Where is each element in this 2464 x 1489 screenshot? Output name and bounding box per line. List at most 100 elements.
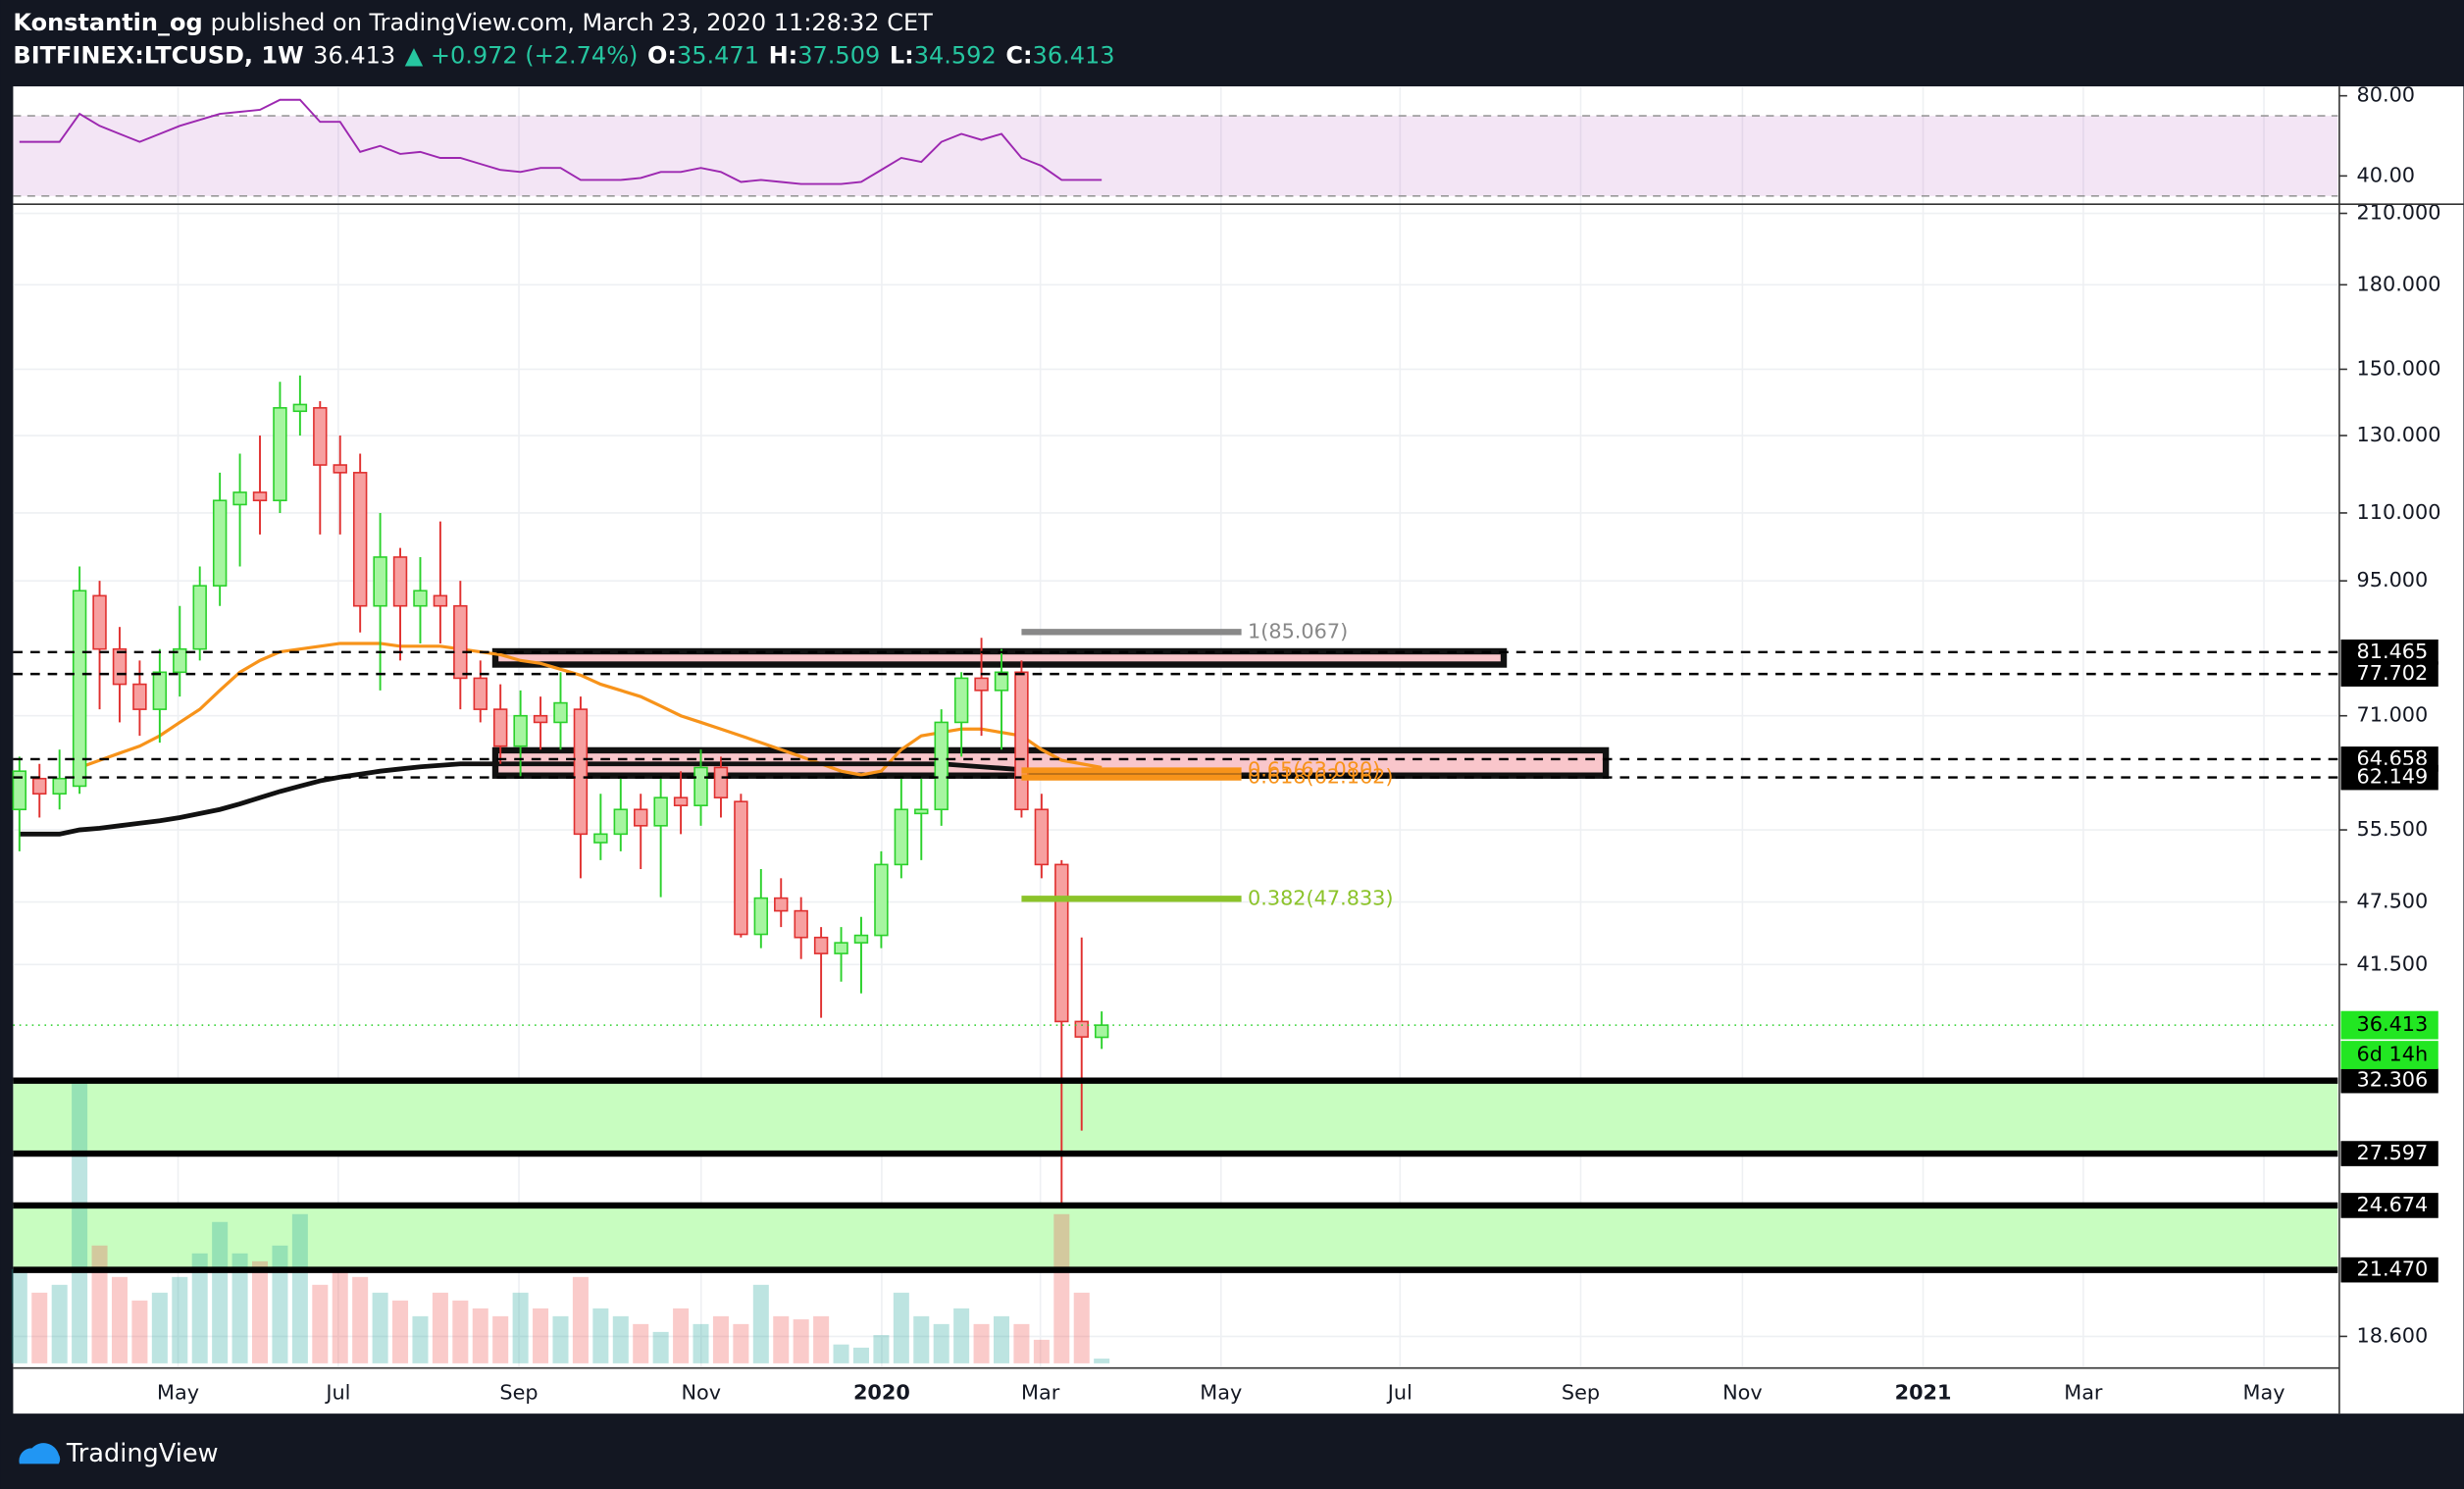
volume-bar <box>352 1276 369 1363</box>
candle-body <box>593 833 608 844</box>
candle-body <box>392 556 408 607</box>
x-tick-label: Jul <box>1386 1380 1412 1404</box>
x-tick-label: Sep <box>1562 1380 1600 1404</box>
candle-body <box>433 594 448 607</box>
x-tick-label: Mar <box>1021 1380 1060 1404</box>
candle-body <box>252 491 268 502</box>
brand: TradingView <box>66 1439 219 1468</box>
last-price: 36.413 <box>313 42 395 70</box>
symbol-line: BITFINEX:LTCUSD, 1W 36.413 ▲ +0.972 (+2.74… <box>13 42 1114 70</box>
y-tick-label: 180.000 <box>2357 272 2441 295</box>
candle-body <box>1074 1020 1089 1038</box>
volume-bar <box>172 1276 188 1363</box>
logo-icon <box>19 1443 61 1464</box>
candle-body <box>492 708 508 747</box>
candle-body <box>473 677 488 710</box>
moving-average <box>19 761 1103 837</box>
publish-line: Konstantin_og published on TradingView.co… <box>13 9 933 36</box>
level-label: 77.702 <box>2357 661 2429 685</box>
volume-bar <box>673 1308 690 1363</box>
volume-bar <box>191 1253 208 1363</box>
volume-bar <box>712 1315 729 1363</box>
volume-bar <box>1094 1359 1110 1363</box>
volume-bar <box>773 1315 790 1363</box>
ohlc-value: 35.471 <box>677 42 759 70</box>
y-tick-label: 110.000 <box>2357 500 2441 524</box>
y-tick-label: 71.000 <box>2357 703 2429 727</box>
volume-bar <box>1073 1292 1090 1363</box>
level-label-box <box>2340 639 2438 665</box>
volume-bar <box>332 1268 348 1363</box>
candle-body <box>774 897 789 912</box>
countdown-box <box>2340 1041 2438 1069</box>
candle-body <box>533 714 548 724</box>
volume-bar <box>252 1260 269 1363</box>
volume-bar <box>973 1323 990 1363</box>
x-tick-label: May <box>1200 1380 1242 1404</box>
volume-bar <box>312 1284 329 1363</box>
candle-body <box>874 863 889 937</box>
plot: May Jul Sep Nov 2020 Mar May Jul Sep Nov 2021 Mar Ma… <box>11 83 2441 1404</box>
level-label: 27.597 <box>2357 1141 2429 1164</box>
volume-bar <box>432 1292 448 1363</box>
ohlc-key: H: <box>769 42 798 70</box>
y-tick-label: 47.500 <box>2357 890 2429 913</box>
candle-body <box>1014 671 1029 811</box>
volume-bar <box>612 1315 629 1363</box>
candle-body <box>994 671 1009 692</box>
candle-body <box>794 909 808 939</box>
candle-body <box>513 714 528 747</box>
x-tick-label: Nov <box>681 1380 721 1404</box>
candle-body <box>853 934 869 944</box>
x-tick-label: 2021 <box>1895 1380 1952 1404</box>
candle-body <box>313 407 328 466</box>
author: Konstantin_og <box>13 9 202 36</box>
candle-body <box>32 777 47 796</box>
level-label: 62.149 <box>2357 765 2429 789</box>
candle-body <box>673 796 689 806</box>
rsi-line <box>19 98 1103 185</box>
y-tick-label: 41.500 <box>2357 951 2429 975</box>
candle-body <box>212 499 228 587</box>
candle-body <box>553 701 568 724</box>
candle-body <box>152 671 168 710</box>
moving-average <box>78 642 1103 777</box>
candle-body <box>834 942 848 954</box>
candle-body <box>934 721 949 811</box>
x-tick-label: Mar <box>2064 1380 2103 1404</box>
volume-bar <box>652 1331 669 1363</box>
volume-bar <box>1013 1323 1030 1363</box>
support-zone <box>13 1080 2338 1155</box>
volume-bar <box>1053 1213 1070 1363</box>
ohlc-key: L: <box>890 42 914 70</box>
y-tick-label: 150.000 <box>2357 356 2441 380</box>
volume-bar <box>452 1300 469 1363</box>
x-tick-label: Jul <box>324 1380 350 1404</box>
volume-bar <box>51 1284 68 1363</box>
y-tick-label: 95.000 <box>2357 568 2429 591</box>
volume-bar <box>151 1292 168 1363</box>
volume-bar <box>572 1276 589 1363</box>
candle-body <box>753 897 769 936</box>
candle-body <box>713 766 729 798</box>
volume-bar <box>31 1292 48 1363</box>
volume-bar <box>953 1308 970 1363</box>
candle-body <box>92 594 107 650</box>
candle-body <box>914 808 929 815</box>
candle-body <box>1054 863 1069 1023</box>
candle-body <box>1034 808 1050 866</box>
ohlc-value: 36.413 <box>1033 42 1115 70</box>
level-label-box <box>2340 764 2438 791</box>
volume-bar <box>552 1315 569 1363</box>
level-label-box <box>2340 1193 2438 1218</box>
level-label-box <box>2340 1257 2438 1283</box>
volume-bar <box>933 1323 950 1363</box>
candle-body <box>894 808 909 866</box>
level-label: 32.306 <box>2357 1068 2429 1092</box>
volume-bar <box>873 1335 890 1363</box>
candle-body <box>974 677 989 692</box>
candle-body <box>72 590 87 788</box>
ohlc-value: 34.592 <box>914 42 997 70</box>
candle-body <box>734 800 748 936</box>
volume-bar <box>492 1315 509 1363</box>
